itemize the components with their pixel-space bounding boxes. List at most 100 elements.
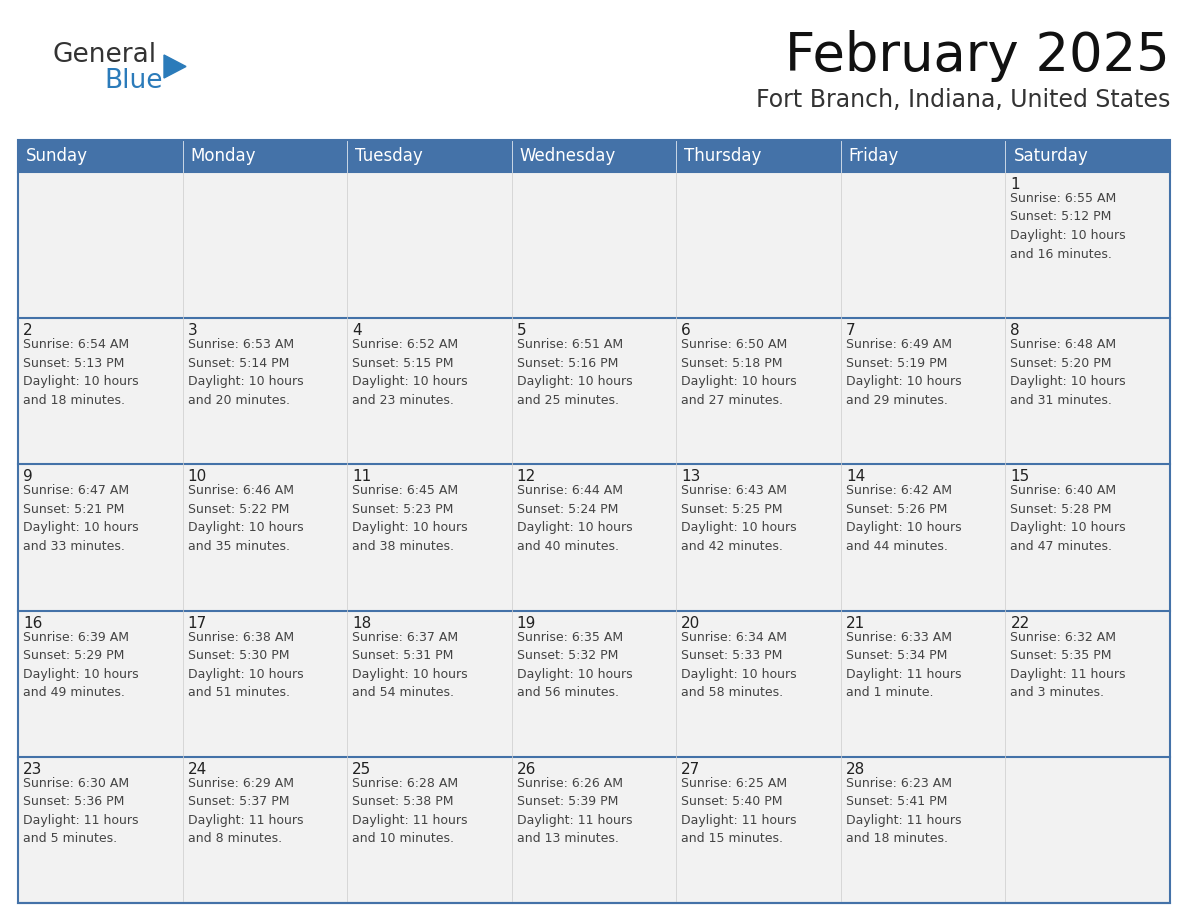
Bar <box>676 172 841 319</box>
Text: Sunrise: 6:39 AM
Sunset: 5:29 PM
Daylight: 10 hours
and 49 minutes.: Sunrise: 6:39 AM Sunset: 5:29 PM Dayligh… <box>23 631 139 700</box>
Text: 28: 28 <box>846 762 865 777</box>
Text: Sunrise: 6:42 AM
Sunset: 5:26 PM
Daylight: 10 hours
and 44 minutes.: Sunrise: 6:42 AM Sunset: 5:26 PM Dayligh… <box>846 485 961 553</box>
Text: 18: 18 <box>352 616 372 631</box>
Text: 1: 1 <box>1011 177 1020 192</box>
Text: 21: 21 <box>846 616 865 631</box>
Bar <box>183 172 347 319</box>
Bar <box>512 319 676 465</box>
Bar <box>183 319 347 465</box>
Text: 12: 12 <box>517 469 536 485</box>
Bar <box>347 465 512 610</box>
Text: Friday: Friday <box>849 147 899 165</box>
Text: Sunrise: 6:34 AM
Sunset: 5:33 PM
Daylight: 10 hours
and 58 minutes.: Sunrise: 6:34 AM Sunset: 5:33 PM Dayligh… <box>681 631 797 700</box>
Bar <box>18 172 183 319</box>
Bar <box>512 756 676 903</box>
Text: 16: 16 <box>23 616 43 631</box>
Text: 19: 19 <box>517 616 536 631</box>
Text: 4: 4 <box>352 323 362 338</box>
Bar <box>347 610 512 756</box>
Text: Sunrise: 6:55 AM
Sunset: 5:12 PM
Daylight: 10 hours
and 16 minutes.: Sunrise: 6:55 AM Sunset: 5:12 PM Dayligh… <box>1011 192 1126 261</box>
Text: 5: 5 <box>517 323 526 338</box>
Text: 20: 20 <box>681 616 701 631</box>
Text: 10: 10 <box>188 469 207 485</box>
Text: Fort Branch, Indiana, United States: Fort Branch, Indiana, United States <box>756 88 1170 112</box>
Bar <box>1005 756 1170 903</box>
Text: Sunrise: 6:51 AM
Sunset: 5:16 PM
Daylight: 10 hours
and 25 minutes.: Sunrise: 6:51 AM Sunset: 5:16 PM Dayligh… <box>517 338 632 407</box>
Text: 24: 24 <box>188 762 207 777</box>
Text: 17: 17 <box>188 616 207 631</box>
Text: Blue: Blue <box>105 68 163 94</box>
Bar <box>512 172 676 319</box>
Bar <box>841 756 1005 903</box>
Text: 27: 27 <box>681 762 701 777</box>
Bar <box>512 610 676 756</box>
Bar <box>841 172 1005 319</box>
Text: Sunrise: 6:53 AM
Sunset: 5:14 PM
Daylight: 10 hours
and 20 minutes.: Sunrise: 6:53 AM Sunset: 5:14 PM Dayligh… <box>188 338 303 407</box>
Text: 3: 3 <box>188 323 197 338</box>
Text: General: General <box>52 42 156 68</box>
Text: Sunrise: 6:30 AM
Sunset: 5:36 PM
Daylight: 11 hours
and 5 minutes.: Sunrise: 6:30 AM Sunset: 5:36 PM Dayligh… <box>23 777 139 845</box>
Text: 14: 14 <box>846 469 865 485</box>
Bar <box>18 610 183 756</box>
Bar <box>347 172 512 319</box>
Text: 15: 15 <box>1011 469 1030 485</box>
Text: 7: 7 <box>846 323 855 338</box>
Bar <box>347 756 512 903</box>
Text: 2: 2 <box>23 323 32 338</box>
Text: Saturday: Saturday <box>1013 147 1088 165</box>
Text: Sunrise: 6:26 AM
Sunset: 5:39 PM
Daylight: 11 hours
and 13 minutes.: Sunrise: 6:26 AM Sunset: 5:39 PM Dayligh… <box>517 777 632 845</box>
Bar <box>18 319 183 465</box>
Text: Sunrise: 6:40 AM
Sunset: 5:28 PM
Daylight: 10 hours
and 47 minutes.: Sunrise: 6:40 AM Sunset: 5:28 PM Dayligh… <box>1011 485 1126 553</box>
Bar <box>1005 465 1170 610</box>
Text: 22: 22 <box>1011 616 1030 631</box>
Bar <box>676 756 841 903</box>
Text: 6: 6 <box>681 323 691 338</box>
Text: Sunrise: 6:28 AM
Sunset: 5:38 PM
Daylight: 11 hours
and 10 minutes.: Sunrise: 6:28 AM Sunset: 5:38 PM Dayligh… <box>352 777 468 845</box>
Text: 8: 8 <box>1011 323 1020 338</box>
Text: 25: 25 <box>352 762 372 777</box>
Text: Sunrise: 6:38 AM
Sunset: 5:30 PM
Daylight: 10 hours
and 51 minutes.: Sunrise: 6:38 AM Sunset: 5:30 PM Dayligh… <box>188 631 303 700</box>
Text: Sunrise: 6:50 AM
Sunset: 5:18 PM
Daylight: 10 hours
and 27 minutes.: Sunrise: 6:50 AM Sunset: 5:18 PM Dayligh… <box>681 338 797 407</box>
Text: Monday: Monday <box>190 147 257 165</box>
Text: Sunrise: 6:32 AM
Sunset: 5:35 PM
Daylight: 11 hours
and 3 minutes.: Sunrise: 6:32 AM Sunset: 5:35 PM Dayligh… <box>1011 631 1126 700</box>
Text: Thursday: Thursday <box>684 147 762 165</box>
Text: February 2025: February 2025 <box>785 30 1170 82</box>
Text: Wednesday: Wednesday <box>519 147 615 165</box>
Text: Sunrise: 6:49 AM
Sunset: 5:19 PM
Daylight: 10 hours
and 29 minutes.: Sunrise: 6:49 AM Sunset: 5:19 PM Dayligh… <box>846 338 961 407</box>
Text: Sunrise: 6:33 AM
Sunset: 5:34 PM
Daylight: 11 hours
and 1 minute.: Sunrise: 6:33 AM Sunset: 5:34 PM Dayligh… <box>846 631 961 700</box>
Text: 26: 26 <box>517 762 536 777</box>
Bar <box>18 140 1170 903</box>
Bar <box>841 610 1005 756</box>
Bar <box>183 610 347 756</box>
Text: Sunrise: 6:37 AM
Sunset: 5:31 PM
Daylight: 10 hours
and 54 minutes.: Sunrise: 6:37 AM Sunset: 5:31 PM Dayligh… <box>352 631 468 700</box>
Text: Sunrise: 6:52 AM
Sunset: 5:15 PM
Daylight: 10 hours
and 23 minutes.: Sunrise: 6:52 AM Sunset: 5:15 PM Dayligh… <box>352 338 468 407</box>
Bar <box>512 465 676 610</box>
Text: Tuesday: Tuesday <box>355 147 423 165</box>
Text: Sunrise: 6:47 AM
Sunset: 5:21 PM
Daylight: 10 hours
and 33 minutes.: Sunrise: 6:47 AM Sunset: 5:21 PM Dayligh… <box>23 485 139 553</box>
Text: 9: 9 <box>23 469 33 485</box>
Bar <box>1005 172 1170 319</box>
Bar <box>841 319 1005 465</box>
Text: Sunrise: 6:43 AM
Sunset: 5:25 PM
Daylight: 10 hours
and 42 minutes.: Sunrise: 6:43 AM Sunset: 5:25 PM Dayligh… <box>681 485 797 553</box>
Text: Sunrise: 6:46 AM
Sunset: 5:22 PM
Daylight: 10 hours
and 35 minutes.: Sunrise: 6:46 AM Sunset: 5:22 PM Dayligh… <box>188 485 303 553</box>
Bar <box>18 756 183 903</box>
Text: Sunrise: 6:45 AM
Sunset: 5:23 PM
Daylight: 10 hours
and 38 minutes.: Sunrise: 6:45 AM Sunset: 5:23 PM Dayligh… <box>352 485 468 553</box>
Bar <box>183 465 347 610</box>
Text: Sunrise: 6:35 AM
Sunset: 5:32 PM
Daylight: 10 hours
and 56 minutes.: Sunrise: 6:35 AM Sunset: 5:32 PM Dayligh… <box>517 631 632 700</box>
Text: 23: 23 <box>23 762 43 777</box>
Text: Sunrise: 6:44 AM
Sunset: 5:24 PM
Daylight: 10 hours
and 40 minutes.: Sunrise: 6:44 AM Sunset: 5:24 PM Dayligh… <box>517 485 632 553</box>
Text: Sunrise: 6:48 AM
Sunset: 5:20 PM
Daylight: 10 hours
and 31 minutes.: Sunrise: 6:48 AM Sunset: 5:20 PM Dayligh… <box>1011 338 1126 407</box>
Text: Sunrise: 6:23 AM
Sunset: 5:41 PM
Daylight: 11 hours
and 18 minutes.: Sunrise: 6:23 AM Sunset: 5:41 PM Dayligh… <box>846 777 961 845</box>
Polygon shape <box>164 55 187 78</box>
Bar <box>676 610 841 756</box>
Text: 13: 13 <box>681 469 701 485</box>
Bar <box>841 465 1005 610</box>
Text: 11: 11 <box>352 469 372 485</box>
Bar <box>18 140 1170 172</box>
Bar <box>676 319 841 465</box>
Bar <box>347 319 512 465</box>
Text: Sunrise: 6:29 AM
Sunset: 5:37 PM
Daylight: 11 hours
and 8 minutes.: Sunrise: 6:29 AM Sunset: 5:37 PM Dayligh… <box>188 777 303 845</box>
Bar <box>1005 319 1170 465</box>
Text: Sunrise: 6:25 AM
Sunset: 5:40 PM
Daylight: 11 hours
and 15 minutes.: Sunrise: 6:25 AM Sunset: 5:40 PM Dayligh… <box>681 777 797 845</box>
Bar <box>18 465 183 610</box>
